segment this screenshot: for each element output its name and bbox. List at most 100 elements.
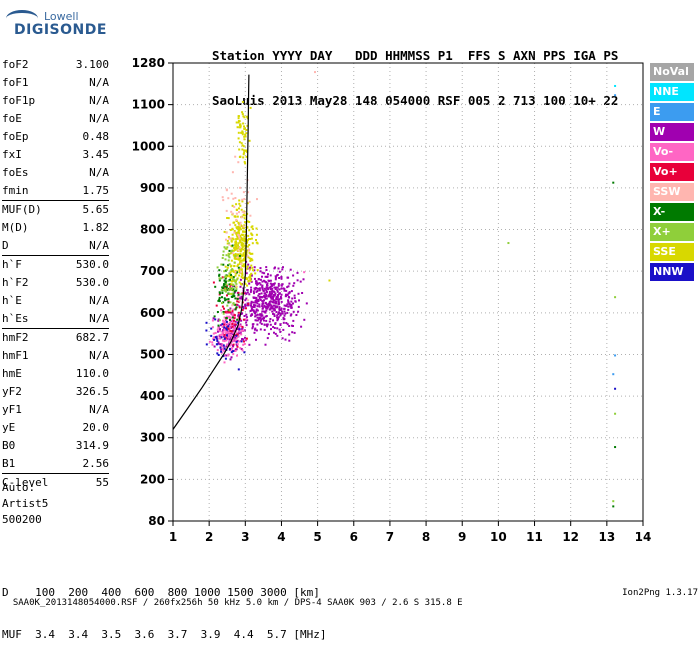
param-name: foEs (2, 166, 29, 179)
echo-point-x- (224, 288, 227, 291)
echo-point-w (269, 296, 272, 299)
echo-point-ssw (231, 171, 234, 174)
legend-item-nnw: NNW (650, 263, 694, 281)
echo-point-nnw (221, 323, 224, 326)
echo-point-vo- (212, 332, 215, 335)
echo-point-w (293, 297, 296, 300)
echo-point-w (212, 317, 215, 320)
echo-point-vo- (241, 309, 244, 312)
echo-point-sse (241, 264, 244, 267)
echo-point-w (272, 283, 275, 285)
echo-point-w (289, 268, 292, 271)
echo-point-x- (221, 296, 223, 299)
echo-point-w (250, 286, 253, 289)
echo-point-ssw (225, 238, 227, 241)
param-name: h`F (2, 258, 22, 271)
echo-point-w (264, 311, 267, 314)
echo-point-ssw (234, 197, 237, 199)
echo-point-nnw (205, 321, 208, 324)
echo-point-x- (234, 281, 237, 284)
echo-point-ssw (237, 161, 240, 164)
echo-point-w (251, 325, 254, 328)
echo-point-w (247, 263, 250, 266)
echo-point-w (245, 321, 248, 324)
echo-point-vo- (232, 340, 235, 343)
param-name: fxI (2, 148, 22, 161)
y-tick-label: 600 (140, 306, 165, 320)
param-value: N/A (89, 94, 109, 107)
echo-point-w (290, 324, 293, 327)
echo-point-w (282, 287, 285, 290)
echo-point-x- (233, 290, 236, 293)
echo-point-sse (243, 127, 246, 130)
echo-point-w (296, 271, 299, 274)
echo-point-x- (221, 286, 224, 289)
echo-point-vo- (231, 319, 234, 322)
echo-point-w (260, 313, 263, 316)
echo-point-w (261, 307, 264, 310)
echo-point-w (260, 322, 263, 325)
echo-point-sse (249, 106, 252, 109)
param-row: h`F 530.0 (2, 256, 109, 274)
echo-point-w (241, 312, 244, 315)
echo-point-sse (252, 269, 254, 272)
echo-point-sse (242, 156, 245, 159)
echo-point-w (273, 313, 276, 316)
echo-point-vo- (211, 343, 214, 346)
echo-point-x- (236, 271, 238, 274)
echo-point-x- (224, 285, 227, 288)
echo-point-w (290, 313, 293, 316)
echo-point-w (247, 304, 250, 307)
echo-point-w (280, 277, 283, 280)
param-row: foF2 3.100 (2, 56, 109, 74)
echo-point-vo- (223, 361, 226, 364)
echo-point-x- (228, 272, 231, 275)
echo-point-w (266, 303, 268, 306)
echo-point-w (258, 297, 261, 300)
x-tick-label: 8 (422, 530, 430, 544)
echo-point-w (288, 291, 291, 294)
echo-point-vo- (229, 340, 232, 343)
echo-point-nnw (236, 321, 239, 324)
echo-point-vo- (234, 338, 237, 341)
echo-point-sse (240, 238, 243, 241)
echo-point-vo- (223, 333, 226, 336)
echo-point-x- (228, 283, 231, 286)
echo-point-w (276, 289, 279, 292)
echo-point-w (292, 274, 295, 277)
echo-point-w (297, 310, 300, 313)
echo-point-x- (217, 324, 220, 327)
echo-point-w (266, 323, 269, 326)
param-name: D (2, 239, 9, 252)
echo-point-w (301, 292, 304, 294)
param-row: C-level 55 (2, 474, 109, 492)
echo-point-vo- (240, 333, 243, 336)
echo-point-ssw (247, 191, 250, 194)
echo-point-w (272, 290, 275, 293)
echo-point-sse (246, 124, 249, 127)
echo-point-nnw (225, 320, 228, 323)
echo-point-w (296, 279, 299, 282)
echo-point-vo- (226, 294, 228, 297)
echo-point-w (284, 312, 287, 315)
echo-point-sse (238, 199, 241, 202)
param-row: foE N/A (2, 110, 109, 128)
echo-point-ssw (222, 199, 225, 202)
echo-point-w (276, 327, 279, 330)
x-tick-label: 5 (313, 530, 321, 544)
echo-point-w (256, 309, 259, 312)
echo-point-vo- (245, 318, 248, 321)
echo-point-w (287, 300, 290, 303)
echo-point-w (257, 278, 260, 281)
echo-point-sse (237, 117, 240, 120)
echo-point-sse (244, 162, 247, 165)
echo-point-ssw (240, 266, 242, 269)
echo-point-w (263, 319, 265, 322)
echo-point-ssw (237, 295, 239, 298)
echo-point-ssw (231, 212, 234, 215)
echo-point-vo- (227, 354, 230, 357)
echo-point-sse (250, 264, 253, 267)
echo-point-w (250, 302, 253, 305)
echo-point-w (273, 294, 276, 296)
param-value: 326.5 (75, 385, 109, 398)
